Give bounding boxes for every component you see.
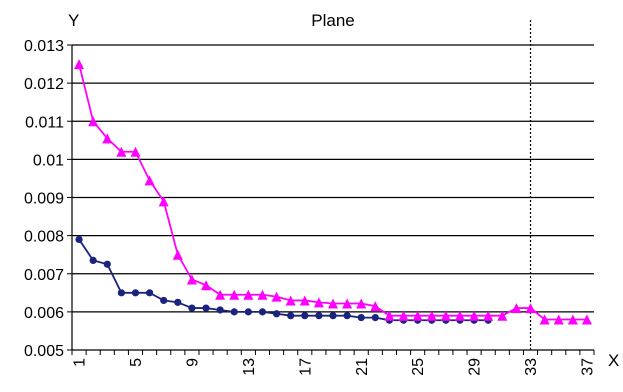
y-tick-label: 0.005 xyxy=(24,343,64,360)
data-point xyxy=(356,298,367,309)
data-point xyxy=(301,312,309,320)
x-tick-label: 5 xyxy=(128,358,145,367)
x-tick-label: 21 xyxy=(354,358,371,376)
data-point xyxy=(131,289,140,297)
y-tick-label: 0.013 xyxy=(24,38,64,55)
x-tick-label: 9 xyxy=(185,358,202,367)
series-2 xyxy=(74,59,592,325)
y-tick-label: 0.01 xyxy=(33,152,64,169)
x-tick-label: 25 xyxy=(410,358,427,376)
data-point xyxy=(230,308,238,316)
y-tick-label: 0.008 xyxy=(24,229,64,246)
data-point xyxy=(313,297,324,308)
data-point xyxy=(215,289,226,300)
data-point xyxy=(160,296,168,305)
data-point xyxy=(116,146,127,157)
x-tick-label: 17 xyxy=(297,358,314,376)
data-point xyxy=(201,280,212,291)
y-axis-label: Y xyxy=(68,11,79,30)
data-point xyxy=(75,235,83,244)
series-group xyxy=(74,59,592,325)
data-point xyxy=(357,313,365,322)
data-point xyxy=(426,310,437,321)
data-point xyxy=(145,289,154,297)
data-point xyxy=(483,310,494,321)
data-point xyxy=(412,310,423,321)
data-point xyxy=(188,304,196,312)
y-axis-ticks: 0.005 0.006 0.007 0.008 0.009 0.01 0.011 0.012 0… xyxy=(24,38,72,360)
data-point xyxy=(202,304,210,312)
chart-title: Plane xyxy=(311,11,354,30)
x-axis-label: X xyxy=(608,351,619,370)
data-point xyxy=(144,175,155,186)
grid-lines xyxy=(72,44,594,313)
y-tick-label: 0.011 xyxy=(25,114,64,131)
x-axis-ticks: 1 5 9 13 17 21 25 29 33 37 xyxy=(71,350,597,376)
data-point xyxy=(244,308,252,316)
data-point xyxy=(371,313,379,322)
data-point xyxy=(216,306,224,314)
data-point xyxy=(102,133,113,144)
data-point xyxy=(229,289,240,300)
data-point xyxy=(553,314,564,325)
y-tick-label: 0.012 xyxy=(24,76,64,93)
data-point xyxy=(454,310,465,321)
x-tick-label: 37 xyxy=(580,358,597,376)
data-point xyxy=(440,310,451,321)
data-point xyxy=(539,314,550,325)
series-line xyxy=(78,63,587,321)
data-point xyxy=(243,289,254,300)
data-point xyxy=(186,274,197,285)
data-point xyxy=(342,298,353,309)
data-point xyxy=(285,295,296,306)
data-point xyxy=(511,303,522,314)
data-point xyxy=(89,256,97,265)
x-tick-label: 33 xyxy=(523,358,540,376)
data-point xyxy=(398,310,409,321)
data-point xyxy=(271,291,282,302)
data-point xyxy=(287,312,295,320)
data-point xyxy=(272,310,281,318)
data-point xyxy=(103,260,111,268)
series-1 xyxy=(75,235,492,324)
data-point xyxy=(299,295,310,306)
data-point xyxy=(497,310,508,321)
x-tick-label: 29 xyxy=(467,358,484,376)
data-point xyxy=(329,312,337,320)
data-point xyxy=(257,289,268,300)
y-tick-label: 0.006 xyxy=(24,305,64,322)
data-point xyxy=(130,146,141,157)
x-tick-label: 1 xyxy=(72,358,89,367)
data-point xyxy=(525,303,536,314)
data-point xyxy=(370,301,381,312)
data-point xyxy=(88,116,99,127)
series-line xyxy=(78,238,489,322)
data-point xyxy=(117,289,125,297)
data-point xyxy=(172,249,183,260)
data-point xyxy=(469,310,480,321)
data-point xyxy=(343,312,351,320)
data-point xyxy=(74,59,85,70)
data-point xyxy=(384,310,395,321)
data-point xyxy=(567,314,578,325)
data-point xyxy=(258,308,267,316)
data-point xyxy=(581,314,592,325)
y-tick-label: 0.009 xyxy=(24,191,64,208)
data-point xyxy=(315,312,323,320)
x-tick-label: 13 xyxy=(241,358,258,376)
y-tick-label: 0.007 xyxy=(24,267,64,284)
data-point xyxy=(174,298,182,306)
data-point xyxy=(158,196,169,207)
data-point xyxy=(328,298,338,309)
